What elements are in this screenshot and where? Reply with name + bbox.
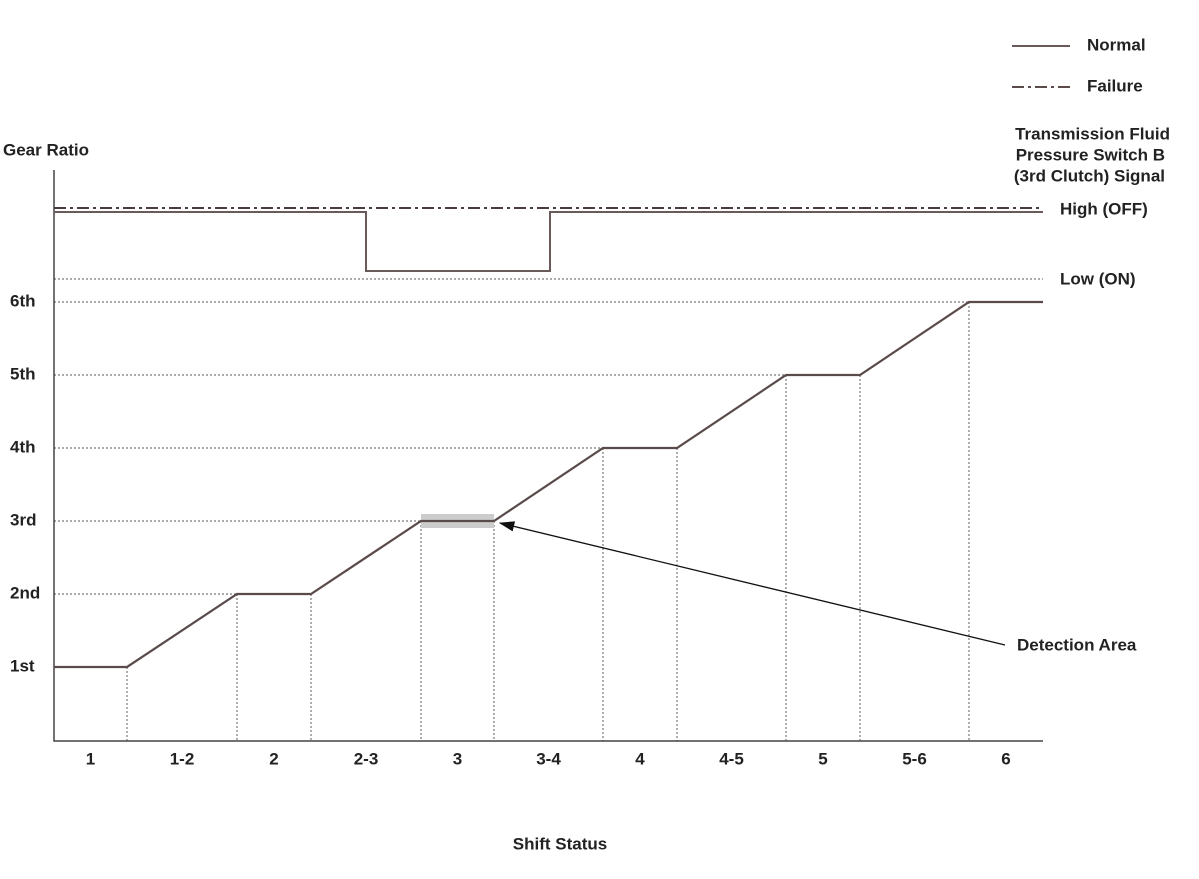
annotation: Detection Area [1017, 635, 1137, 654]
y-axis-label: Gear Ratio [3, 140, 89, 159]
x-label: 5 [818, 749, 827, 768]
y-label: 1st [10, 656, 35, 675]
y-label: 6th [10, 291, 36, 310]
signal-title: Pressure Switch B [1016, 145, 1165, 164]
x-label: 1-2 [170, 749, 195, 768]
y-label: 3rd [10, 510, 36, 529]
gear-ratio-line [54, 300, 1043, 669]
x-label: 3-4 [536, 749, 561, 768]
normal-signal [54, 211, 1043, 272]
annotation-arrow [498, 521, 1006, 646]
axes [53, 170, 1043, 742]
signal-high-label: High (OFF) [1060, 199, 1148, 218]
x-label: 4-5 [719, 749, 744, 768]
x-label: 4 [635, 749, 645, 768]
x-label: 6 [1001, 749, 1010, 768]
signal-title: (3rd Clutch) Signal [1014, 166, 1165, 185]
y-label: 4th [10, 437, 36, 456]
x-label: 5-6 [902, 749, 927, 768]
x-label: 1 [86, 749, 95, 768]
signal-title: Transmission Fluid [1015, 124, 1170, 143]
x-label: 2 [269, 749, 278, 768]
legend-label: Normal [1087, 35, 1146, 54]
x-label: 2-3 [354, 749, 379, 768]
signal-low-label: Low (ON) [1060, 269, 1136, 288]
y-label: 5th [10, 364, 36, 383]
x-axis-label: Shift Status [513, 834, 607, 853]
legend-label: Failure [1087, 76, 1143, 95]
x-label: 3 [453, 749, 462, 768]
guides [54, 278, 1043, 741]
y-label: 2nd [10, 583, 40, 602]
